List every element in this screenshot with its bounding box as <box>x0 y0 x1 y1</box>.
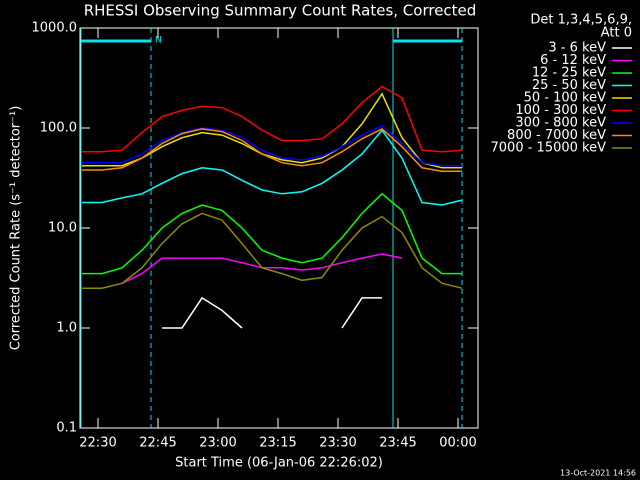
x-tick-label: 23:00 <box>199 436 236 451</box>
series-line <box>82 85 463 153</box>
x-tick-label: 22:45 <box>139 436 176 451</box>
y-tick-label: 1000.0 <box>32 21 78 36</box>
x-tick-label: 23:15 <box>259 436 296 451</box>
y-tick-label: 100.0 <box>40 121 77 136</box>
x-tick-label: 23:45 <box>379 436 416 451</box>
series-line <box>121 253 403 284</box>
y-tick-label: 10.0 <box>48 221 77 236</box>
y-tick-label: 0.1 <box>56 421 77 436</box>
legend-label: 25 - 50 keV <box>532 78 606 93</box>
legend-header: Att 0 <box>601 26 632 41</box>
legend-header: Det 1,3,4,5,6,9, <box>530 13 632 28</box>
x-tick-label: 22:30 <box>79 436 116 451</box>
legend-label: 12 - 25 keV <box>532 66 606 81</box>
x-axis-label: Start Time (06-Jan-06 22:26:02) <box>175 456 383 471</box>
interval-label: N <box>155 36 162 46</box>
y-axis-label: Corrected Count Rate (s⁻¹ detector⁻¹) <box>9 106 24 351</box>
legend-label: 800 - 7000 keV <box>507 128 606 143</box>
legend-label: 300 - 800 keV <box>515 116 606 131</box>
chart-title: RHESSI Observing Summary Count Rates, Co… <box>84 2 477 20</box>
series-line <box>82 128 462 172</box>
series-line <box>82 212 463 289</box>
legend-label: 100 - 300 keV <box>515 103 606 118</box>
legend-label: 50 - 100 keV <box>524 91 607 106</box>
footer: 13-Oct-2021 14:56 <box>560 469 636 478</box>
series-line <box>82 128 463 206</box>
series-line <box>82 125 462 167</box>
plot-frame <box>79 27 479 429</box>
legend-label: 6 - 12 keV <box>540 53 606 68</box>
y-tick-label: 1.0 <box>56 321 77 336</box>
series-line <box>82 192 462 275</box>
legend-label: 7000 - 15000 keV <box>491 141 607 156</box>
legend-label: 3 - 6 keV <box>548 41 606 56</box>
series-line <box>162 296 382 329</box>
x-tick-label: 23:30 <box>319 436 356 451</box>
x-tick-label: 00:00 <box>439 436 476 451</box>
